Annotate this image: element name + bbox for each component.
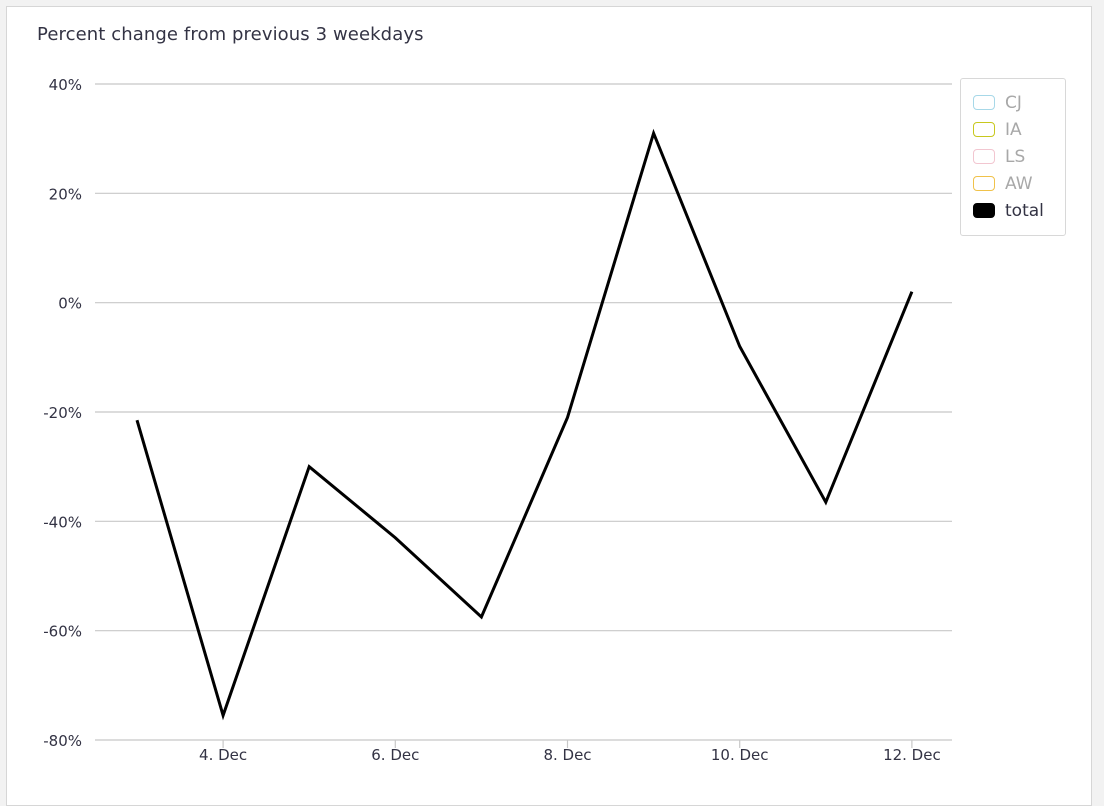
series-line-total[interactable] — [135, 128, 914, 721]
legend-swatch-aw — [973, 176, 995, 191]
legend-swatch-total — [973, 203, 995, 218]
legend-item-cj[interactable]: CJ — [973, 89, 1065, 116]
x-tick-label: 8. Dec — [543, 746, 591, 764]
chart-title: Percent change from previous 3 weekdays — [37, 24, 424, 45]
legend-swatch-cj — [973, 95, 995, 110]
y-tick-label: -60% — [43, 623, 82, 641]
legend-label-cj: CJ — [1005, 92, 1022, 113]
legend-swatch-ia — [973, 122, 995, 137]
y-tick-label: 40% — [49, 76, 82, 94]
y-tick-label: 20% — [49, 185, 82, 203]
legend-item-total[interactable]: total — [973, 197, 1065, 224]
x-tick-label: 10. Dec — [711, 746, 769, 764]
y-tick-label: -80% — [43, 732, 82, 750]
x-tick-label: 4. Dec — [199, 746, 247, 764]
legend-label-ls: LS — [1005, 146, 1026, 167]
legend-item-ls[interactable]: LS — [973, 143, 1065, 170]
legend-label-ia: IA — [1005, 119, 1022, 140]
y-tick-label: -40% — [43, 513, 82, 531]
legend: CJ IA LS AW total — [960, 78, 1066, 236]
legend-item-ia[interactable]: IA — [973, 116, 1065, 143]
chart-panel — [6, 6, 1092, 806]
x-tick-label: 12. Dec — [883, 746, 941, 764]
legend-swatch-ls — [973, 149, 995, 164]
x-tick-label: 6. Dec — [371, 746, 419, 764]
y-tick-label: 0% — [58, 295, 82, 313]
legend-label-total: total — [1005, 200, 1044, 221]
y-tick-label: -20% — [43, 404, 82, 422]
legend-item-aw[interactable]: AW — [973, 170, 1065, 197]
legend-label-aw: AW — [1005, 173, 1033, 194]
